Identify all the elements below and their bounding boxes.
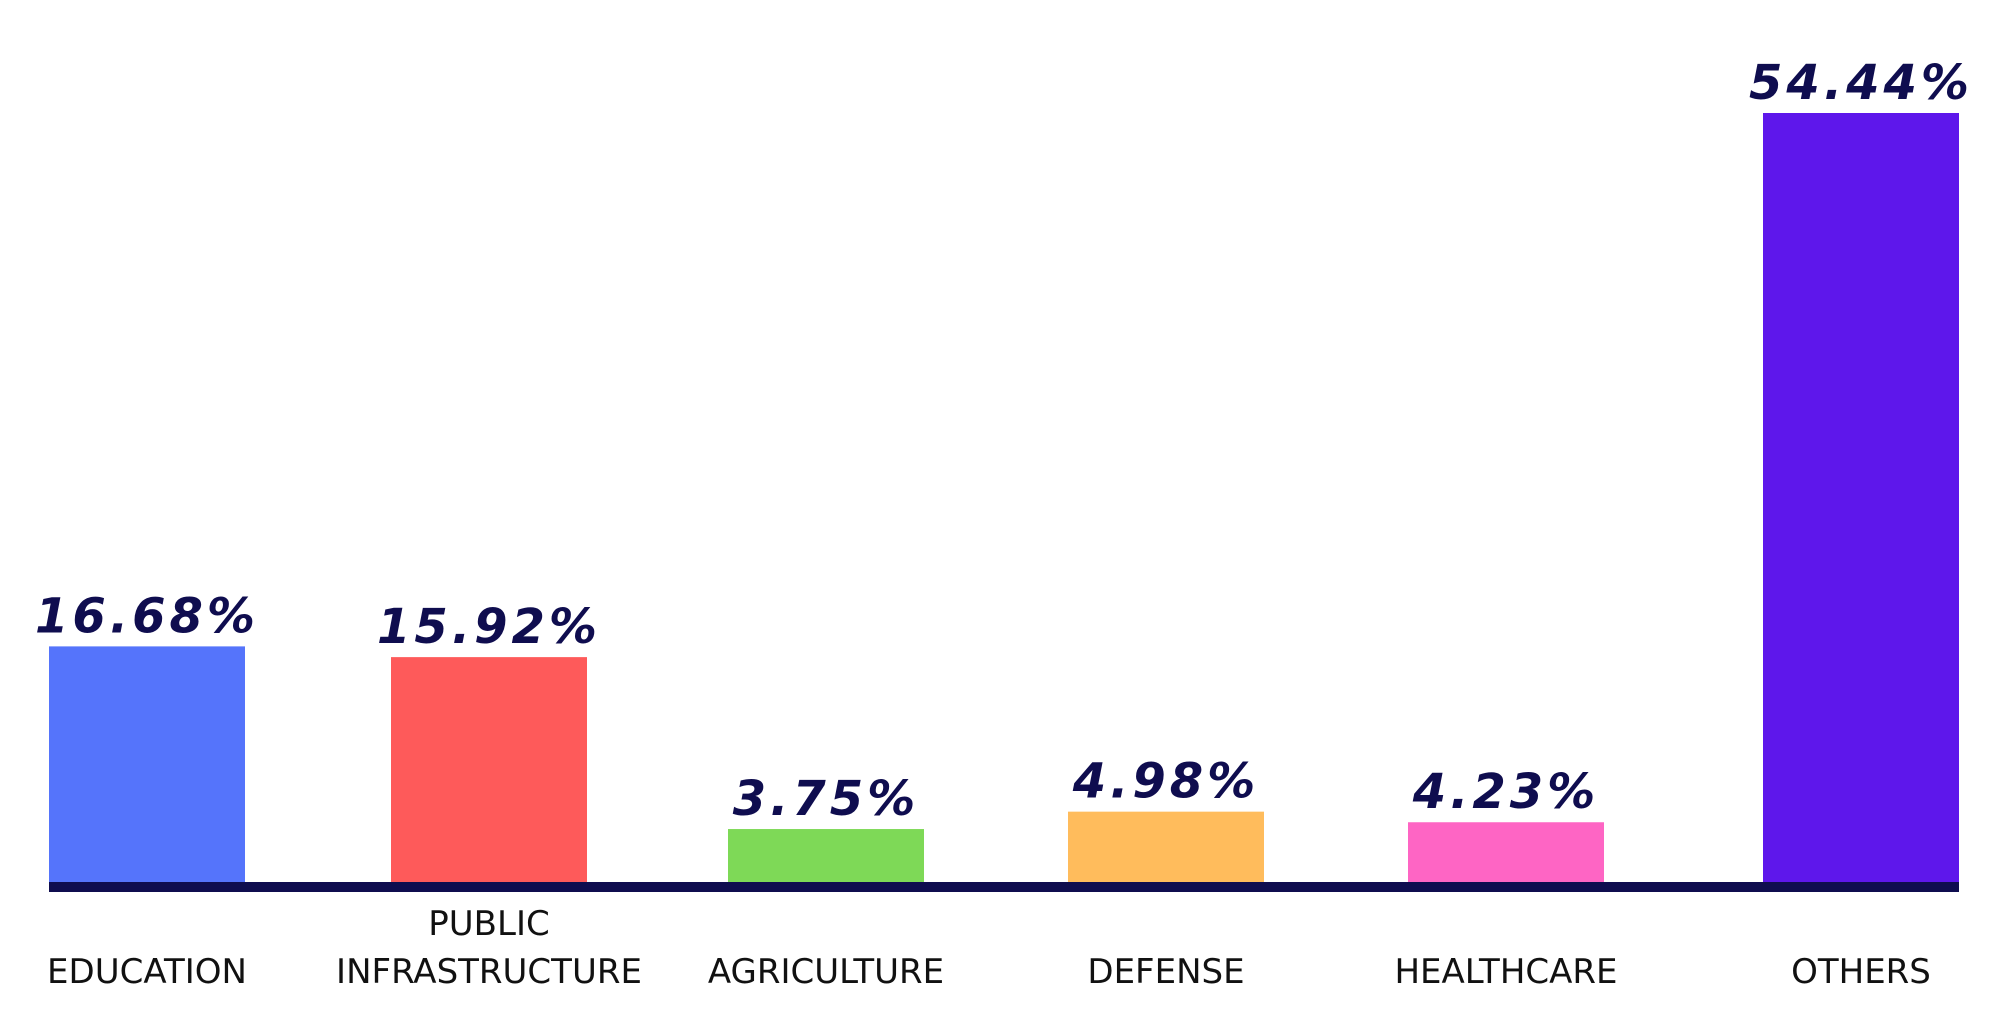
category-label-public-infrastructure-line-2: INFRASTRUCTURE [336, 952, 642, 992]
x-axis-baseline [49, 882, 1959, 892]
category-label-education: EDUCATION [47, 952, 247, 992]
value-label-public-infrastructure: 15.92% [377, 599, 601, 655]
bar-public-infrastructure [391, 657, 587, 882]
category-label-public-infrastructure-line-1: PUBLIC [428, 904, 549, 944]
category-label-healthcare: HEALTHCARE [1394, 952, 1617, 992]
bar-education [49, 646, 245, 882]
bar-others [1763, 113, 1959, 882]
bars-group [49, 113, 1959, 882]
bar-healthcare [1408, 822, 1604, 882]
value-label-healthcare: 4.23% [1412, 764, 1600, 820]
value-label-education: 16.68% [35, 588, 259, 644]
value-label-agriculture: 3.75% [733, 771, 920, 827]
category-label-defense: DEFENSE [1087, 952, 1244, 992]
category-label-agriculture: AGRICULTURE [708, 952, 944, 992]
bar-agriculture [728, 829, 924, 882]
bar-defense [1068, 811, 1264, 882]
category-label-others: OTHERS [1791, 952, 1931, 992]
value-label-defense: 4.98% [1072, 754, 1260, 810]
value-labels-group: 16.68% 15.92% 3.75% 4.98% 4.23% 54.44% [35, 55, 1973, 827]
category-labels-group: EDUCATION PUBLIC INFRASTRUCTURE AGRICULTURE… [47, 904, 1931, 992]
value-label-others: 54.44% [1749, 55, 1973, 111]
